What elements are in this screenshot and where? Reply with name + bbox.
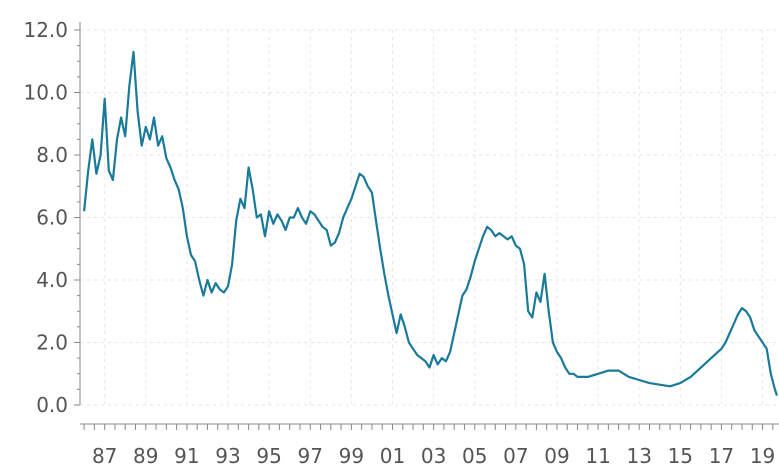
grid — [80, 29, 779, 406]
x-tick-label: 99 — [339, 444, 364, 468]
x-tick-label: 17 — [709, 444, 734, 468]
x-tick-label: 95 — [256, 444, 281, 468]
y-tick-label: 2.0 — [36, 331, 68, 355]
x-tick-label: 03 — [421, 444, 446, 468]
x-tick-label: 97 — [298, 444, 323, 468]
x-tick-label: 11 — [585, 444, 610, 468]
x-tick-label: 89 — [133, 444, 158, 468]
x-tick-label: 05 — [462, 444, 487, 468]
y-tick-label: 6.0 — [36, 206, 68, 230]
x-tick-label: 09 — [544, 444, 569, 468]
y-tick-label: 10.0 — [23, 81, 68, 105]
x-tick-label: 15 — [668, 444, 693, 468]
x-tick-label: 01 — [380, 444, 405, 468]
x-tick-labels: 87 89 91 93 95 97 99 01 03 05 07 09 11 13 15 17 19 — [92, 444, 775, 468]
y-tick-labels: 0.0 2.0 4.0 6.0 8.0 10.0 12.0 — [23, 18, 68, 417]
y-tick-label: 4.0 — [36, 268, 68, 292]
series-layer — [83, 50, 778, 396]
x-tick-label: 13 — [626, 444, 651, 468]
x-tick-label: 87 — [92, 444, 117, 468]
y-tick-label: 8.0 — [36, 143, 68, 167]
x-tick-label: 93 — [215, 444, 240, 468]
x-tick-label: 91 — [174, 444, 199, 468]
x-tick-label: 19 — [750, 444, 775, 468]
axes — [74, 22, 779, 430]
x-tick-label: 07 — [503, 444, 528, 468]
series-line — [83, 50, 778, 396]
y-tick-label: 12.0 — [23, 18, 68, 42]
y-tick-label: 0.0 — [36, 393, 68, 417]
